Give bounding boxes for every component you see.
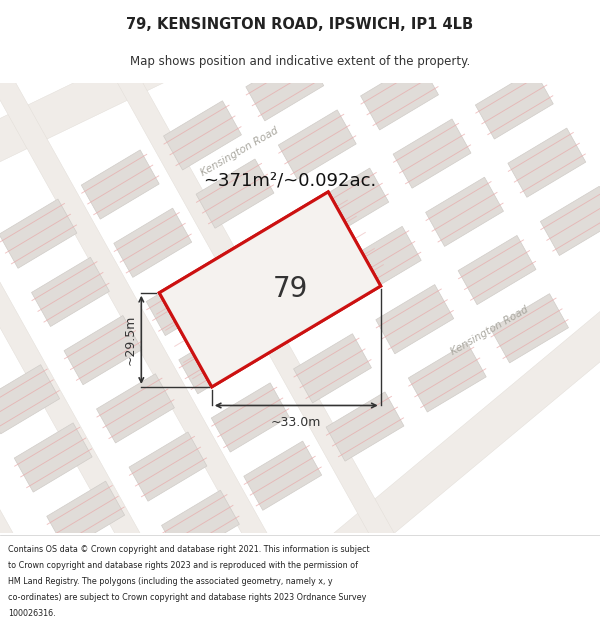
Text: ~33.0m: ~33.0m — [271, 416, 322, 429]
Polygon shape — [311, 168, 389, 238]
Polygon shape — [47, 481, 125, 551]
Polygon shape — [0, 364, 59, 434]
Polygon shape — [393, 119, 471, 188]
Polygon shape — [76, 0, 595, 625]
Polygon shape — [32, 258, 109, 326]
Text: Kensington Road: Kensington Road — [199, 126, 281, 178]
Polygon shape — [81, 150, 159, 219]
Polygon shape — [164, 101, 241, 170]
Polygon shape — [376, 284, 454, 354]
Polygon shape — [508, 128, 586, 198]
Polygon shape — [229, 217, 307, 286]
Text: HM Land Registry. The polygons (including the associated geometry, namely x, y: HM Land Registry. The polygons (includin… — [8, 577, 332, 586]
Polygon shape — [97, 374, 175, 443]
Text: 79: 79 — [272, 276, 308, 303]
Polygon shape — [160, 192, 380, 387]
Polygon shape — [326, 392, 404, 461]
Polygon shape — [161, 490, 239, 559]
Text: Map shows position and indicative extent of the property.: Map shows position and indicative extent… — [130, 56, 470, 68]
Polygon shape — [179, 324, 257, 394]
Text: Contains OS data © Crown copyright and database right 2021. This information is : Contains OS data © Crown copyright and d… — [8, 544, 370, 554]
Text: 79, KENSINGTON ROAD, IPSWICH, IP1 4LB: 79, KENSINGTON ROAD, IPSWICH, IP1 4LB — [127, 18, 473, 32]
Polygon shape — [458, 236, 536, 304]
Polygon shape — [244, 441, 322, 510]
Polygon shape — [0, 111, 405, 625]
Polygon shape — [475, 70, 553, 139]
Polygon shape — [14, 423, 92, 492]
Polygon shape — [160, 192, 380, 387]
Polygon shape — [425, 177, 503, 246]
Polygon shape — [0, 226, 214, 625]
Polygon shape — [409, 342, 486, 412]
Polygon shape — [293, 334, 371, 403]
Polygon shape — [278, 110, 356, 179]
Text: Kensington Road: Kensington Road — [449, 304, 530, 357]
Polygon shape — [246, 52, 324, 121]
Text: co-ordinates) are subject to Crown copyright and database rights 2023 Ordnance S: co-ordinates) are subject to Crown copyr… — [8, 593, 366, 602]
Polygon shape — [196, 159, 274, 228]
Polygon shape — [343, 226, 421, 296]
Text: ~371m²/~0.092ac.: ~371m²/~0.092ac. — [203, 172, 377, 190]
Polygon shape — [261, 276, 339, 345]
Polygon shape — [64, 316, 142, 385]
Polygon shape — [491, 294, 568, 363]
Polygon shape — [541, 186, 600, 256]
Polygon shape — [0, 169, 310, 625]
Polygon shape — [146, 266, 224, 336]
Polygon shape — [114, 208, 191, 278]
Polygon shape — [211, 383, 289, 452]
Polygon shape — [0, 54, 500, 625]
Text: ~29.5m: ~29.5m — [124, 314, 136, 365]
Text: 100026316.: 100026316. — [8, 609, 55, 618]
Polygon shape — [0, 0, 438, 168]
Polygon shape — [129, 432, 207, 501]
Polygon shape — [0, 282, 119, 625]
Polygon shape — [328, 196, 600, 569]
Text: to Crown copyright and database rights 2023 and is reproduced with the permissio: to Crown copyright and database rights 2… — [8, 561, 358, 570]
Polygon shape — [361, 61, 439, 130]
Polygon shape — [0, 199, 77, 268]
